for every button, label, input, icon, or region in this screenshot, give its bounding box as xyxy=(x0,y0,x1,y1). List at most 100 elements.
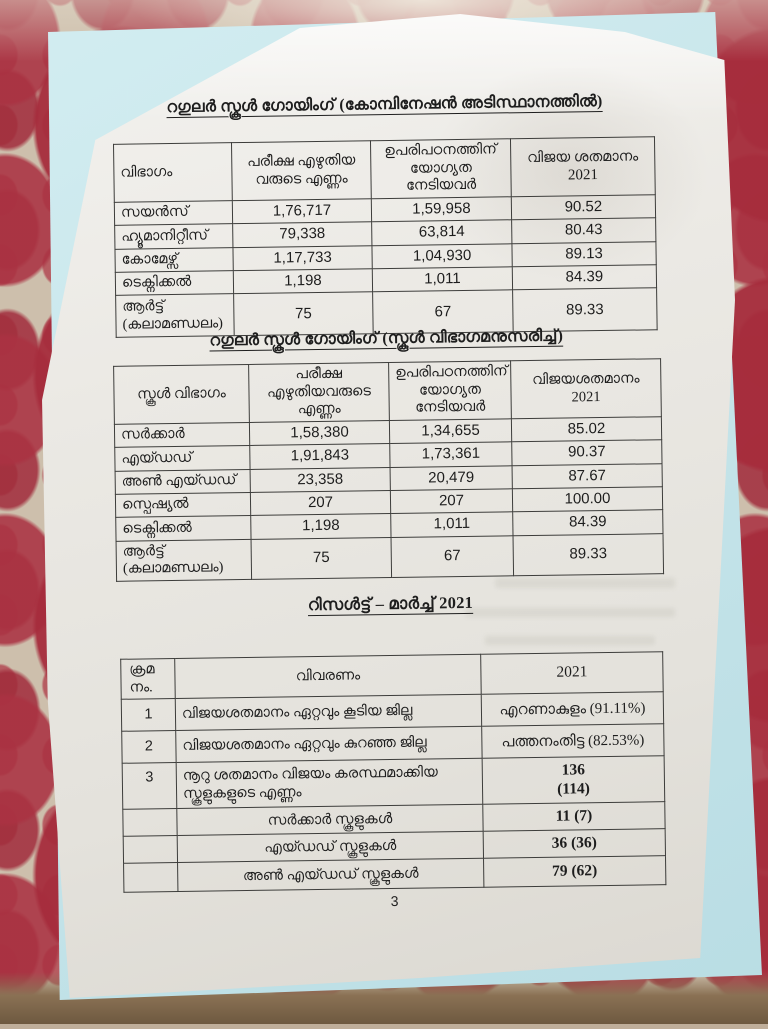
cell-appeared: 1,17,733 xyxy=(232,245,373,271)
section3-title: റിസൾട്ട് – മാർച്ച് 2021 xyxy=(119,590,661,618)
cell-serial xyxy=(123,835,178,864)
header-eligible: ഉപരിപഠനത്തിന് യോഗ്യത നേടിയവർ xyxy=(370,138,512,199)
cell-percent: 85.02 xyxy=(511,416,662,443)
cell-appeared: 1,198 xyxy=(250,513,392,539)
cell-value: 136 (114) xyxy=(482,756,665,805)
category-line2: (കലാമണ്ഡലം) xyxy=(122,559,224,577)
cell-category: സ്പെഷ്യൽ xyxy=(115,492,251,518)
cell-eligible: 1,34,655 xyxy=(389,418,512,444)
header-appeared: പരീക്ഷ എഴുതിയ വരുടെ എണ്ണം xyxy=(231,140,372,201)
cell-appeared: 23,358 xyxy=(250,467,391,493)
cell-appeared: 1,58,380 xyxy=(249,420,390,446)
cell-category: ഹ്യൂമാനിറ്റീസ് xyxy=(114,224,233,249)
cell-percent: 90.52 xyxy=(511,194,656,221)
page-number: 3 xyxy=(390,892,399,910)
header-category: വിഭാഗം xyxy=(113,142,233,203)
cell-category: അൺ എയ്ഡഡ് xyxy=(115,469,251,495)
table-row: 3 നൂറു ശതമാനം വിജയം കരസ്ഥമാക്കിയ സ്കൂളുക… xyxy=(122,756,665,810)
header-percent: വിജയ ശതമാനം 2021 xyxy=(510,136,656,197)
cell-value: 79 (62) xyxy=(483,856,666,888)
combination-results-table: വിഭാഗം പരീക്ഷ എഴുതിയ വരുടെ എണ്ണം ഉപരിപഠന… xyxy=(113,136,658,338)
cell-appeared: 1,76,717 xyxy=(232,198,372,225)
cell-percent: 90.37 xyxy=(511,440,663,466)
cell-description: അൺ എയ്ഡഡ് സ്കൂളുകൾ xyxy=(177,858,484,892)
cell-description: സർക്കാർ സ്കൂളുകൾ xyxy=(176,804,484,836)
section2-title-text: റഗുലർ സ്കൂൾ ഗോയിംഗ് (സ്കൂൾ വിഭാഗമനുസരിച്… xyxy=(209,327,564,350)
header-serial-no: ക്രമ നം. xyxy=(120,658,176,700)
ink-bleed-through xyxy=(485,636,655,645)
cell-serial xyxy=(122,808,178,837)
cell-value: 11 (7) xyxy=(482,802,666,832)
cell-description: എയ്ഡഡ് സ്കൂളുകൾ xyxy=(177,831,484,863)
cell-description: നൂറു ശതമാനം വിജയം കരസ്ഥമാക്കിയ സ്കൂളുകളു… xyxy=(176,758,483,809)
table-header-row: സ്കൂൾ വിഭാഗം പരീക്ഷ എഴുതിയവരുടെ എണ്ണം ഉപ… xyxy=(113,358,662,425)
section1-title-text: റഗുലർ സ്കൂൾ ഗോയിംഗ് (കോമ്പിനേഷൻ അടിസ്ഥാന… xyxy=(166,92,603,117)
cell-appeared: 79,338 xyxy=(232,222,372,248)
header-description: വിവരണം xyxy=(174,654,482,699)
document-paper xyxy=(42,14,735,998)
table-row: അൺ എയ്ഡഡ് സ്കൂളുകൾ 79 (62) xyxy=(123,856,666,893)
table-header-row: വിഭാഗം പരീക്ഷ എഴുതിയ വരുടെ എണ്ണം ഉപരിപഠന… xyxy=(113,136,656,203)
cell-category: സയൻസ് xyxy=(114,200,233,226)
cell-description: വിജയശതമാനം ഏറ്റവും കൂടിയ ജില്ല xyxy=(175,694,482,731)
cell-eligible: 63,814 xyxy=(371,220,512,246)
cell-eligible: 1,011 xyxy=(390,512,514,538)
cell-eligible: 1,73,361 xyxy=(389,442,513,468)
header-appeared: പരീക്ഷ എഴുതിയവരുടെ എണ്ണം xyxy=(248,362,390,423)
category-line1: ആർട്ട് xyxy=(122,542,165,560)
cell-eligible: 20,479 xyxy=(390,465,513,491)
cell-appeared: 1,198 xyxy=(233,268,373,294)
section3-title-text: റിസൾട്ട് – മാർച്ച് 2021 xyxy=(307,592,474,615)
header-eligible: ഉപരിപഠനത്തിന് യോഗ്യത നേടിയവർ xyxy=(388,360,512,421)
cell-eligible: 1,59,958 xyxy=(371,196,512,223)
paper-crease xyxy=(405,68,735,328)
cell-category: ടെക്നിക്കൽ xyxy=(115,515,252,541)
header-school-category: സ്കൂൾ വിഭാഗം xyxy=(113,364,250,425)
header-percent: വിജയശതമാനം 2021 xyxy=(510,358,662,419)
cell-eligible: 67 xyxy=(391,535,514,578)
school-category-results-table: സ്കൂൾ വിഭാഗം പരീക്ഷ എഴുതിയവരുടെ എണ്ണം ഉപ… xyxy=(113,358,664,582)
cell-percent: 80.43 xyxy=(511,218,656,244)
cell-percent: 84.39 xyxy=(512,509,663,536)
cell-eligible: 1,011 xyxy=(372,266,513,292)
cell-percent: 100.00 xyxy=(512,486,663,513)
cell-percent: 89.33 xyxy=(512,288,658,333)
result-summary-table: ക്രമ നം. വിവരണം 2021 1 വിജയശതമാനം ഏറ്റവു… xyxy=(120,651,666,893)
cell-serial: 1 xyxy=(121,698,176,732)
cell-appeared: 75 xyxy=(251,537,392,580)
cell-serial xyxy=(123,862,178,893)
cell-eligible: 67 xyxy=(372,290,514,334)
cell-appeared: 207 xyxy=(250,490,391,516)
cell-value: പത്തനംതിട്ട (82.53%) xyxy=(481,724,665,759)
cell-category: സർക്കാർ xyxy=(114,422,250,448)
ink-bleed-through xyxy=(495,578,675,588)
cell-appeared: 1,91,843 xyxy=(249,443,391,470)
cell-category: എയ്ഡഡ് xyxy=(114,445,251,471)
value-line1: 136 xyxy=(561,761,586,779)
table-row: ആർട്ട് (കലാമണ്ഡലം) 75 67 89.33 xyxy=(116,533,664,582)
cell-value: എറണാകുളം (91.11%) xyxy=(481,692,664,727)
cell-value: 36 (36) xyxy=(483,829,666,859)
value-line2: (114) xyxy=(557,780,591,798)
cell-category: കോമേഴ്സ് xyxy=(114,247,234,273)
header-year: 2021 xyxy=(567,167,599,184)
category-line2: (കലാമണ്ഡലം) xyxy=(122,315,224,333)
section1-title: റഗുലർ സ്കൂൾ ഗോയിംഗ് (കോമ്പിനേഷൻ അടിസ്ഥാന… xyxy=(114,92,654,118)
category-line1: ആർട്ട് xyxy=(122,298,165,315)
cell-description: വിജയശതമാനം ഏറ്റവും കുറഞ്ഞ ജില്ല xyxy=(175,726,483,763)
cell-category: ടെക്നിക്കൽ xyxy=(115,270,234,296)
cell-category: ആർട്ട് (കലാമണ്ഡലം) xyxy=(116,538,252,582)
cell-eligible: 1,04,930 xyxy=(371,243,513,269)
ink-bleed-through xyxy=(465,608,675,617)
cell-percent: 84.39 xyxy=(512,264,657,291)
cell-percent: 89.13 xyxy=(511,241,657,267)
cell-percent: 89.33 xyxy=(513,533,664,576)
cell-serial: 2 xyxy=(121,730,177,764)
header-percent-text: വിജയ ശതമാനം xyxy=(527,148,639,166)
cell-serial: 3 xyxy=(122,762,177,810)
cell-category: ആർട്ട് (കലാമണ്ഡലം) xyxy=(115,293,235,338)
cell-appeared: 75 xyxy=(233,291,374,336)
cell-percent: 87.67 xyxy=(512,463,663,489)
